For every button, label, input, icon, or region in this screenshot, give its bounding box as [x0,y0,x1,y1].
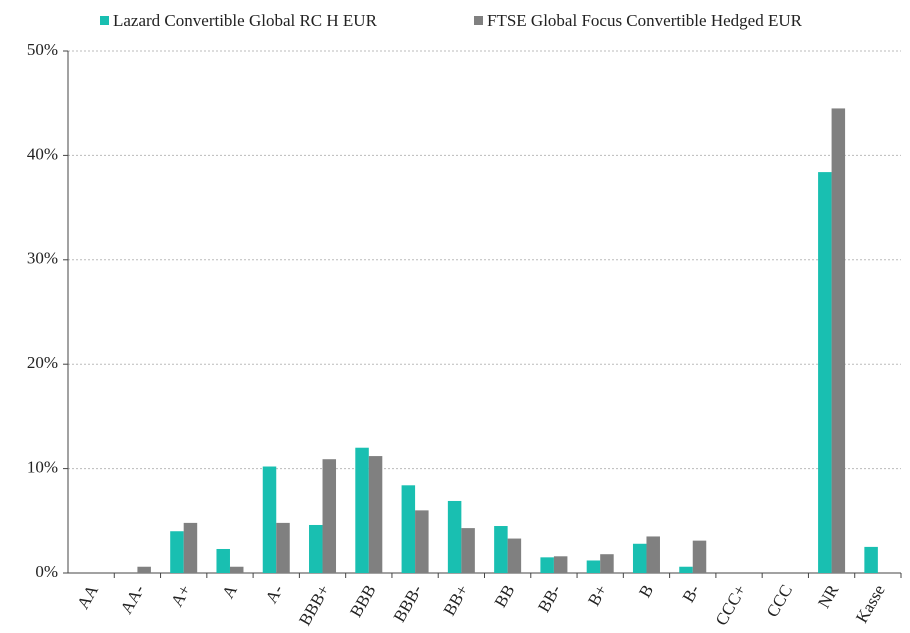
bar [507,538,522,573]
x-tick-label: CCC [763,581,796,620]
bar [170,531,184,573]
bar [679,566,693,573]
bar [600,554,614,573]
bar [137,566,151,573]
bar [355,447,369,573]
y-tick-label: 30% [27,249,58,268]
bar [216,548,230,573]
x-tick-label: Kasse [852,581,889,626]
legend-label: FTSE Global Focus Convertible Hedged EUR [487,11,803,30]
bar [818,172,832,573]
bar [415,510,429,573]
bar [831,108,846,574]
x-tick-label: BB+ [440,581,473,618]
bar [692,540,707,573]
y-tick-label: 50% [27,40,58,59]
bar [494,526,508,573]
bar [586,560,601,573]
x-tick-label: BB- [534,581,565,615]
x-tick-label: BB [491,581,519,610]
bar [309,524,323,573]
bar [864,546,878,573]
bar [183,522,198,573]
bar [229,566,244,573]
bar [447,500,462,573]
bar [401,485,416,573]
x-tick-label: A [218,581,241,602]
x-tick-label: B- [679,581,704,606]
bar [540,557,554,573]
x-tick-label: CCC+ [712,581,750,628]
bar [276,522,290,573]
bar [461,528,475,573]
x-tick-label: NR [814,581,843,612]
legend-swatch [100,16,109,25]
legend-label: Lazard Convertible Global RC H EUR [113,11,378,30]
x-tick-label: A- [262,581,288,606]
y-tick-label: 10% [27,458,58,477]
x-tick-label: BBB+ [295,581,333,628]
bar [368,456,383,573]
x-tick-label: A+ [167,581,194,609]
bar [646,536,660,573]
bar [632,543,647,573]
y-tick-label: 20% [27,353,58,372]
x-tick-label: AA [73,581,102,612]
legend-swatch [474,16,483,25]
x-tick-label: B+ [584,581,611,609]
bar [322,459,337,573]
y-tick-label: 0% [35,562,58,581]
x-tick-label: AA- [117,581,149,617]
bar [553,556,568,573]
x-tick-label: B [635,581,657,600]
bar [262,466,277,573]
x-tick-label: BBB- [390,581,426,625]
x-tick-label: BBB [346,581,379,620]
y-tick-label: 40% [27,144,58,163]
